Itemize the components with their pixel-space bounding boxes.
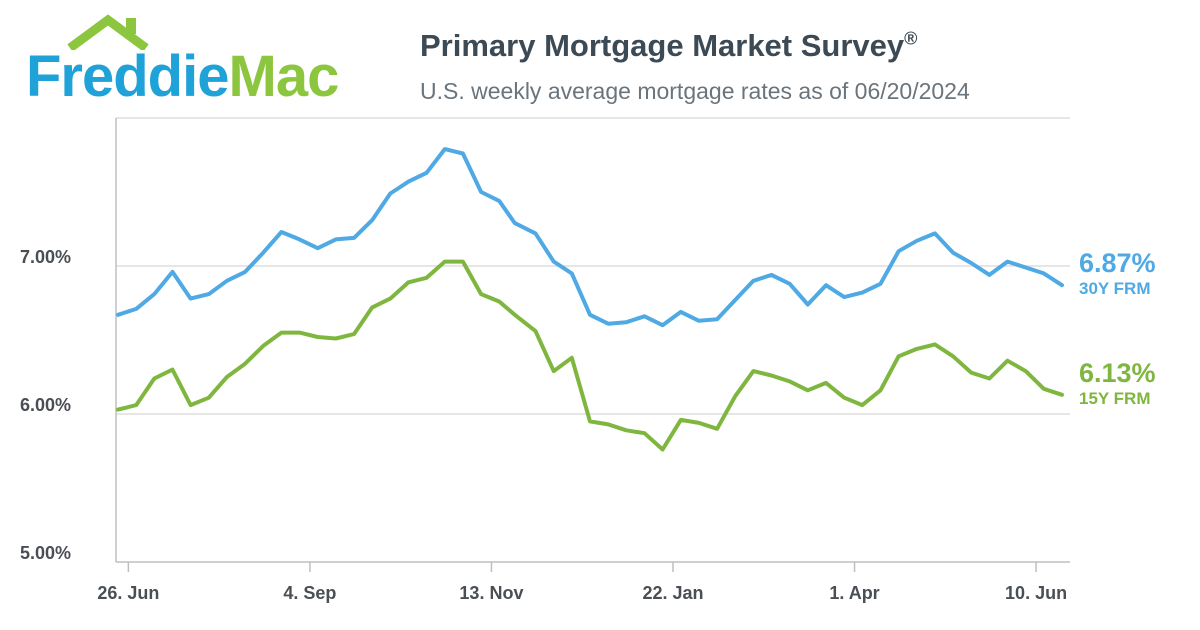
x-tick-label: 4. Sep [283,583,336,603]
series-name-30y: 30Y FRM [1079,279,1151,299]
chart-title: Primary Mortgage Market Survey® [420,28,917,64]
series-lines [116,147,1064,452]
end-value-30y: 6.87% [1079,248,1156,279]
logo-word-freddie: Freddie [26,44,229,109]
logo-word-mac: Mac [228,44,340,109]
logo-wordmark: FreddieMac [26,48,339,106]
end-label-30y: 6.87% 30Y FRM [1079,248,1156,299]
x-tick-label: 10. Jun [1005,583,1067,603]
end-label-15y: 6.13% 15Y FRM [1079,358,1156,409]
house-roof-icon [67,14,149,50]
chart-title-text: Primary Mortgage Market Survey [420,28,905,63]
y-tick-label: 6.00% [20,395,71,415]
x-tick-label: 13. Nov [459,583,523,603]
x-tick-label: 1. Apr [829,583,879,603]
end-value-15y: 6.13% [1079,357,1156,388]
gridlines [116,117,1070,415]
series-line-15y [116,259,1064,452]
y-tick-label: 5.00% [20,543,71,563]
chart-subtitle: U.S. weekly average mortgage rates as of… [420,78,970,104]
x-tick-label: 26. Jun [97,583,159,603]
x-tick-label: 22. Jan [642,583,703,603]
registered-mark: ® [904,28,918,49]
series-name-15y: 15Y FRM [1079,388,1151,408]
y-tick-label: 7.00% [20,247,71,267]
freddie-mac-logo: FreddieMac [26,14,386,106]
axes: 5.00% 6.00% 7.00% 26. Jun 4. Sep 13. Nov 22. J… [20,118,1070,603]
series-line-30y [116,147,1064,328]
